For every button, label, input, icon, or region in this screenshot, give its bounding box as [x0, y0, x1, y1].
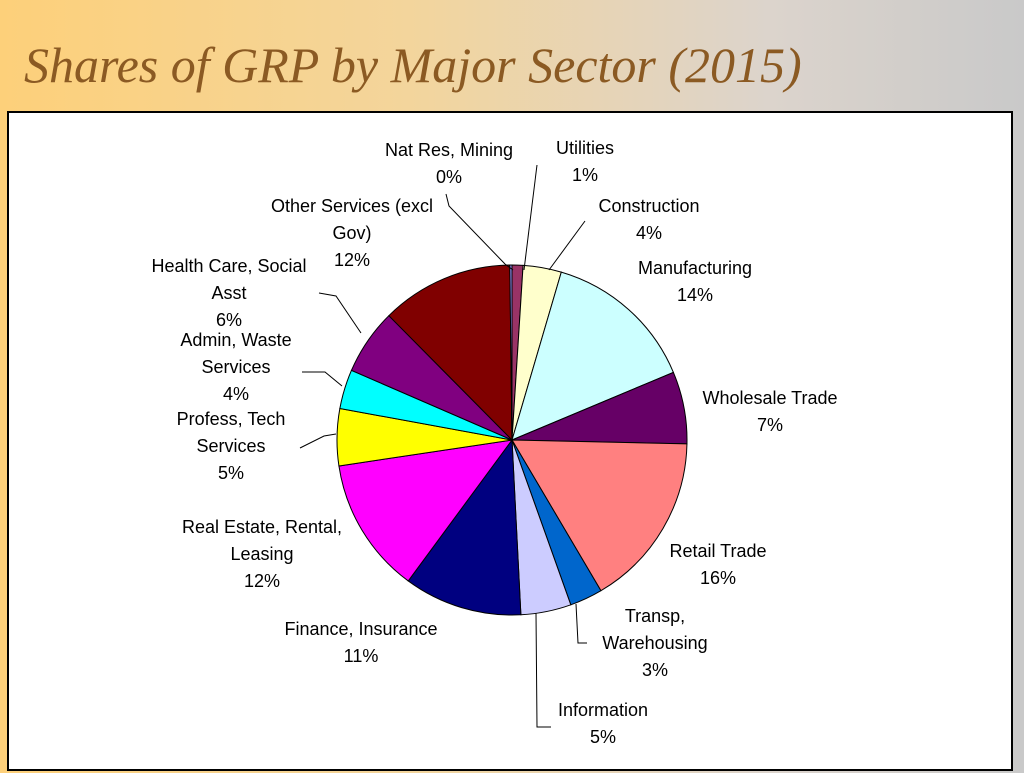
pie-slice-4 — [511, 439, 688, 592]
slice-name-label: Transp, — [625, 606, 685, 626]
slice-name-label: Construction — [598, 196, 699, 216]
slice-name-label: Real Estate, Rental, — [182, 517, 342, 537]
slice-label-9: Profess, Tech Services 5% — [177, 409, 286, 483]
slice-value-label: 11% — [344, 646, 379, 666]
slice-name-label: Utilities — [556, 138, 614, 158]
slice-name-label: Retail Trade — [669, 541, 766, 561]
leader-line-11 — [318, 292, 362, 334]
leader-line-9 — [299, 433, 337, 449]
pie-chart: Utilities 1%Construction 4% Manufacturing 14… — [151, 138, 837, 747]
leader-line-1 — [548, 220, 586, 271]
slice-name-label: Health Care, Social — [151, 256, 306, 276]
slice-label-10: Admin, Waste Services 4% — [180, 330, 291, 404]
pie-slice-2 — [511, 271, 675, 441]
slice-name-label: Manufacturing — [638, 258, 752, 278]
slice-value-label: 14% — [677, 285, 713, 305]
slice-name-label: Admin, Waste — [180, 330, 291, 350]
slice-name-label: Warehousing — [602, 633, 707, 653]
leader-line-6 — [535, 612, 551, 728]
slice-name-label: Finance, Insurance — [284, 619, 437, 639]
leader-line-5 — [575, 603, 587, 644]
slice-name-label: Gov) — [332, 223, 371, 243]
pie-slices — [336, 264, 688, 616]
slice-name-label: Leasing — [230, 544, 293, 564]
slice-value-label: 5% — [218, 463, 244, 483]
leader-line-12 — [445, 193, 506, 265]
slice-label-0: Utilities 1% — [556, 138, 614, 185]
leader-line-0 — [523, 164, 538, 271]
slice-name-label: Information — [558, 700, 648, 720]
slice-value-label: 7% — [757, 415, 783, 435]
slice-name-label: Services — [201, 357, 270, 377]
slide-title: Shares of GRP by Major Sector (2015) — [24, 37, 802, 93]
slice-name-label: Nat Res, Mining — [385, 140, 513, 160]
slice-label-7: Finance, Insurance 11% — [284, 619, 437, 666]
slice-name-label: Wholesale Trade — [702, 388, 837, 408]
slice-value-label: 0% — [436, 167, 462, 187]
slice-label-3: Wholesale Trade 7% — [702, 388, 837, 435]
slice-value-label: 1% — [572, 165, 598, 185]
slice-value-label: 6% — [216, 310, 242, 330]
slice-label-12: Other Services (excl Gov) 12% — [271, 196, 433, 270]
slice-labels: Utilities 1%Construction 4% Manufacturing 14… — [151, 138, 837, 747]
pie-slice-8 — [338, 439, 514, 582]
slice-label-4: Retail Trade 16% — [669, 541, 766, 588]
slice-label-13: Nat Res, Mining 0% — [385, 140, 513, 187]
chart-frame: Utilities 1% Construction 4% Manufacturing 14… — [7, 111, 1013, 771]
slice-label-11: Health Care, Social Asst 6% — [151, 256, 306, 330]
slice-value-label: 12% — [244, 571, 280, 591]
pie-slice-7 — [407, 438, 522, 616]
slice-value-label: 16% — [700, 568, 736, 588]
leader-lines — [299, 164, 587, 728]
leader-line-13 — [504, 263, 514, 271]
slice-label-8: Real Estate, Rental, Leasing 12% — [182, 517, 342, 591]
pie-slice-12 — [388, 264, 513, 442]
slice-name-label: Other Services (excl — [271, 196, 433, 216]
slice-value-label: 3% — [642, 660, 668, 680]
slice-name-label: Profess, Tech — [177, 409, 286, 429]
slice-value-label: 4% — [636, 223, 662, 243]
slice-label-1: Construction 4% — [598, 196, 699, 243]
slice-label-2: Manufacturing 14% — [638, 258, 752, 305]
slice-value-label: 5% — [590, 727, 616, 747]
slice-value-label: 4% — [223, 384, 249, 404]
slice-label-6: Information 5% — [558, 700, 648, 747]
slice-label-5: Transp, Warehousing 3% — [602, 606, 707, 680]
slice-name-label: Services — [196, 436, 265, 456]
pie-slice-13 — [509, 264, 513, 441]
leader-line-10 — [302, 371, 343, 387]
slice-name-label: Asst — [211, 283, 246, 303]
slice-value-label: 12% — [334, 250, 370, 270]
